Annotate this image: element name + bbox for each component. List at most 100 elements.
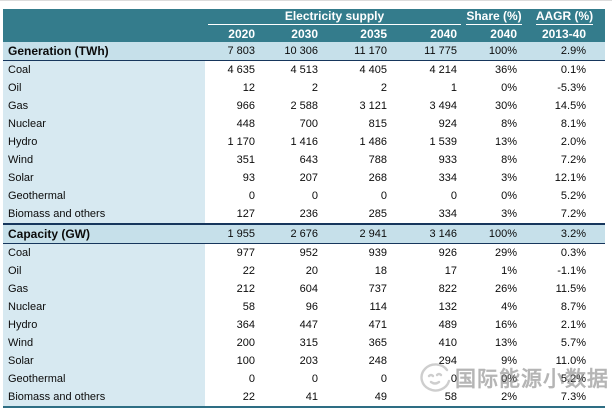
value-cell: 26% [464, 280, 524, 298]
value-cell: 2 588 [262, 97, 325, 115]
value-cell: 977 [205, 243, 262, 262]
electricity-supply-label: Electricity supply [208, 9, 461, 25]
table-header: Electricity supply Share (%) AAGR (%) 20… [3, 9, 605, 42]
value-cell: 315 [262, 334, 325, 352]
value-cell: 22 [205, 262, 262, 280]
value-cell: 96 [262, 298, 325, 316]
electricity-supply-table: Electricity supply Share (%) AAGR (%) 20… [3, 9, 605, 408]
value-cell: 2.0% [524, 133, 605, 151]
value-cell: 1 539 [394, 133, 464, 151]
table-row: Solar 93 207 268 334 3% 12.1% [3, 169, 605, 187]
row-label-cell: Coal [3, 60, 205, 79]
value-cell: 49 [325, 388, 394, 407]
col-header-2035: 2035 [325, 26, 394, 42]
value-cell: 700 [262, 115, 325, 133]
value-cell: 5.7% [524, 334, 605, 352]
section-value-cell: 100% [464, 42, 524, 61]
value-cell: 2 [325, 79, 394, 97]
value-cell: 13% [464, 133, 524, 151]
value-cell: 0 [205, 370, 262, 388]
value-cell: 0 [394, 187, 464, 205]
value-cell: 0 [325, 370, 394, 388]
table-row: Hydro 364 447 471 489 16% 2.1% [3, 316, 605, 334]
page-top-divider [0, 0, 612, 1]
value-cell: 200 [205, 334, 262, 352]
value-cell: 14.5% [524, 97, 605, 115]
aagr-group-header: AAGR (%) [524, 9, 605, 26]
row-label-cell: Hydro [3, 133, 205, 151]
value-cell: 365 [325, 334, 394, 352]
row-label-cell: Biomass and others [3, 205, 205, 224]
value-cell: 16% [464, 316, 524, 334]
col-header-2040: 2040 [394, 26, 464, 42]
table-row: Oil 22 20 18 17 1% -1.1% [3, 262, 605, 280]
section-value-cell: 7 803 [205, 42, 262, 61]
value-cell: 2.1% [524, 316, 605, 334]
table-row: Hydro 1 170 1 416 1 486 1 539 13% 2.0% [3, 133, 605, 151]
value-cell: 926 [394, 243, 464, 262]
section-value-cell: 3 146 [394, 224, 464, 244]
value-cell: 1 [394, 79, 464, 97]
col-header-share-2040: 2040 [464, 26, 524, 42]
value-cell: 334 [394, 205, 464, 224]
value-cell: 8% [464, 151, 524, 169]
value-cell: 939 [325, 243, 394, 262]
col-header-2013-40: 2013-40 [524, 26, 605, 42]
section-value-cell: 11 775 [394, 42, 464, 61]
value-cell: 7.2% [524, 205, 605, 224]
section-value-cell: 2.9% [524, 42, 605, 61]
value-cell: 100 [205, 352, 262, 370]
value-cell: 0 [262, 370, 325, 388]
value-cell: 4 214 [394, 60, 464, 79]
value-cell: 41 [262, 388, 325, 407]
table-row: Wind 200 315 365 410 13% 5.7% [3, 334, 605, 352]
value-cell: 0% [464, 187, 524, 205]
section-value-cell: 11 170 [325, 42, 394, 61]
value-cell: 1 416 [262, 133, 325, 151]
value-cell: 966 [205, 97, 262, 115]
table-row: Geothermal 0 0 0 0 0% 5.2% [3, 187, 605, 205]
value-cell: 334 [394, 169, 464, 187]
value-cell: 58 [205, 298, 262, 316]
value-cell: 952 [262, 243, 325, 262]
value-cell: 13% [464, 334, 524, 352]
row-label-cell: Gas [3, 280, 205, 298]
value-cell: 3 494 [394, 97, 464, 115]
table-body: Generation (TWh) 7 803 10 306 11 170 11 775 1… [3, 42, 605, 407]
electricity-supply-group-header: Electricity supply [205, 9, 464, 26]
table-row: Biomass and others 22 41 49 58 2% 7.3% [3, 388, 605, 407]
value-cell: 4 405 [325, 60, 394, 79]
value-cell: 36% [464, 60, 524, 79]
value-cell: 22 [205, 388, 262, 407]
value-cell: 12.1% [524, 169, 605, 187]
value-cell: 3 121 [325, 97, 394, 115]
value-cell: 93 [205, 169, 262, 187]
value-cell: 822 [394, 280, 464, 298]
value-cell: 2 [262, 79, 325, 97]
value-cell: 447 [262, 316, 325, 334]
table-row: Oil 12 2 2 1 0% -5.3% [3, 79, 605, 97]
value-cell: 58 [394, 388, 464, 407]
value-cell: 489 [394, 316, 464, 334]
value-cell: 0 [262, 187, 325, 205]
value-cell: 294 [394, 352, 464, 370]
row-label-cell: Oil [3, 262, 205, 280]
value-cell: 0.3% [524, 243, 605, 262]
row-label-cell: Wind [3, 334, 205, 352]
value-cell: 29% [464, 243, 524, 262]
section-value-cell: 10 306 [262, 42, 325, 61]
value-cell: -5.3% [524, 79, 605, 97]
row-label-cell: Nuclear [3, 115, 205, 133]
value-cell: 20 [262, 262, 325, 280]
value-cell: 0% [464, 370, 524, 388]
share-group-header: Share (%) [464, 9, 524, 26]
value-cell: 203 [262, 352, 325, 370]
value-cell: 1% [464, 262, 524, 280]
section-label-cell: Generation (TWh) [3, 42, 205, 61]
table-row: Coal 977 952 939 926 29% 0.3% [3, 243, 605, 262]
row-label-cell: Geothermal [3, 370, 205, 388]
share-label: Share (%) [466, 9, 522, 25]
section-value-cell: 2 676 [262, 224, 325, 244]
value-cell: 410 [394, 334, 464, 352]
section-value-cell: 2 941 [325, 224, 394, 244]
